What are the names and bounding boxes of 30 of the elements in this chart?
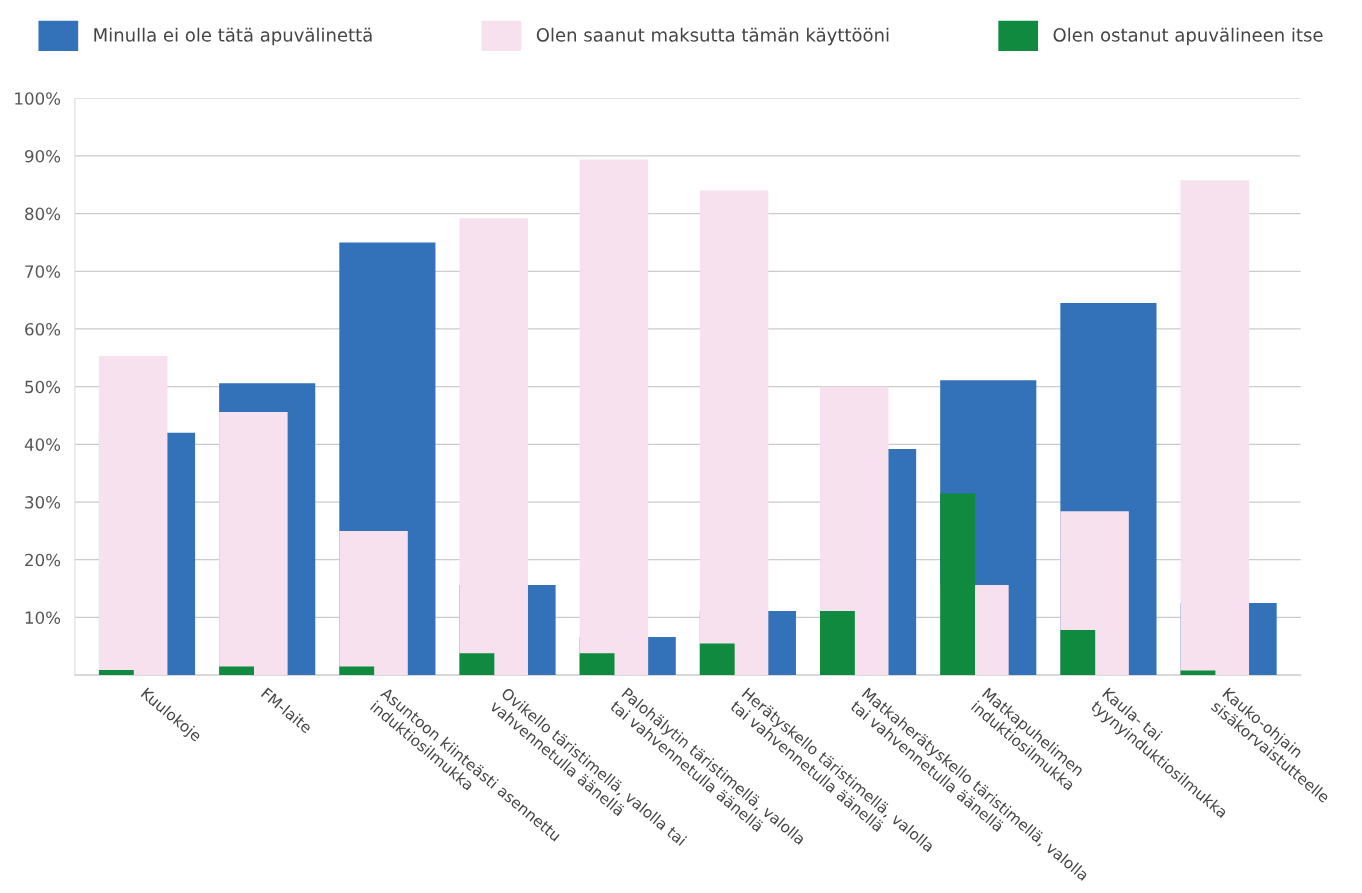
y-tick-label: 80% bbox=[25, 207, 61, 221]
y-tick-label: 10% bbox=[25, 611, 61, 624]
bar bbox=[820, 611, 855, 676]
y-tick-label: 70% bbox=[25, 265, 61, 278]
y-tick-label: 90% bbox=[25, 149, 61, 163]
y-tick-label: 20% bbox=[25, 553, 61, 567]
bar bbox=[459, 653, 495, 676]
legend-label: Olen ostanut apuvälineen itse bbox=[1053, 27, 1323, 46]
bar bbox=[219, 666, 254, 676]
bar bbox=[1060, 630, 1096, 676]
bar bbox=[1180, 670, 1216, 676]
y-tick-label: 50% bbox=[25, 380, 61, 394]
bar bbox=[579, 653, 615, 676]
y-tick-label: 60% bbox=[25, 322, 61, 336]
bar bbox=[459, 218, 528, 676]
bar bbox=[699, 190, 769, 676]
bar bbox=[339, 666, 375, 676]
y-tick-label: 30% bbox=[25, 496, 61, 509]
bar bbox=[579, 159, 649, 676]
bar bbox=[940, 493, 976, 676]
y-tick-label: 40% bbox=[24, 438, 61, 451]
bar bbox=[98, 356, 168, 676]
y-tick-label: 100% bbox=[15, 92, 61, 105]
bar bbox=[219, 412, 288, 676]
bar bbox=[699, 643, 735, 676]
bar bbox=[339, 530, 408, 676]
legend-label: Minulla ei ole tätä apuvälinettä bbox=[94, 27, 372, 46]
bar bbox=[98, 669, 134, 676]
legend-label: Olen saanut maksutta tämän käyttööni bbox=[536, 27, 889, 46]
bar bbox=[1180, 180, 1250, 676]
